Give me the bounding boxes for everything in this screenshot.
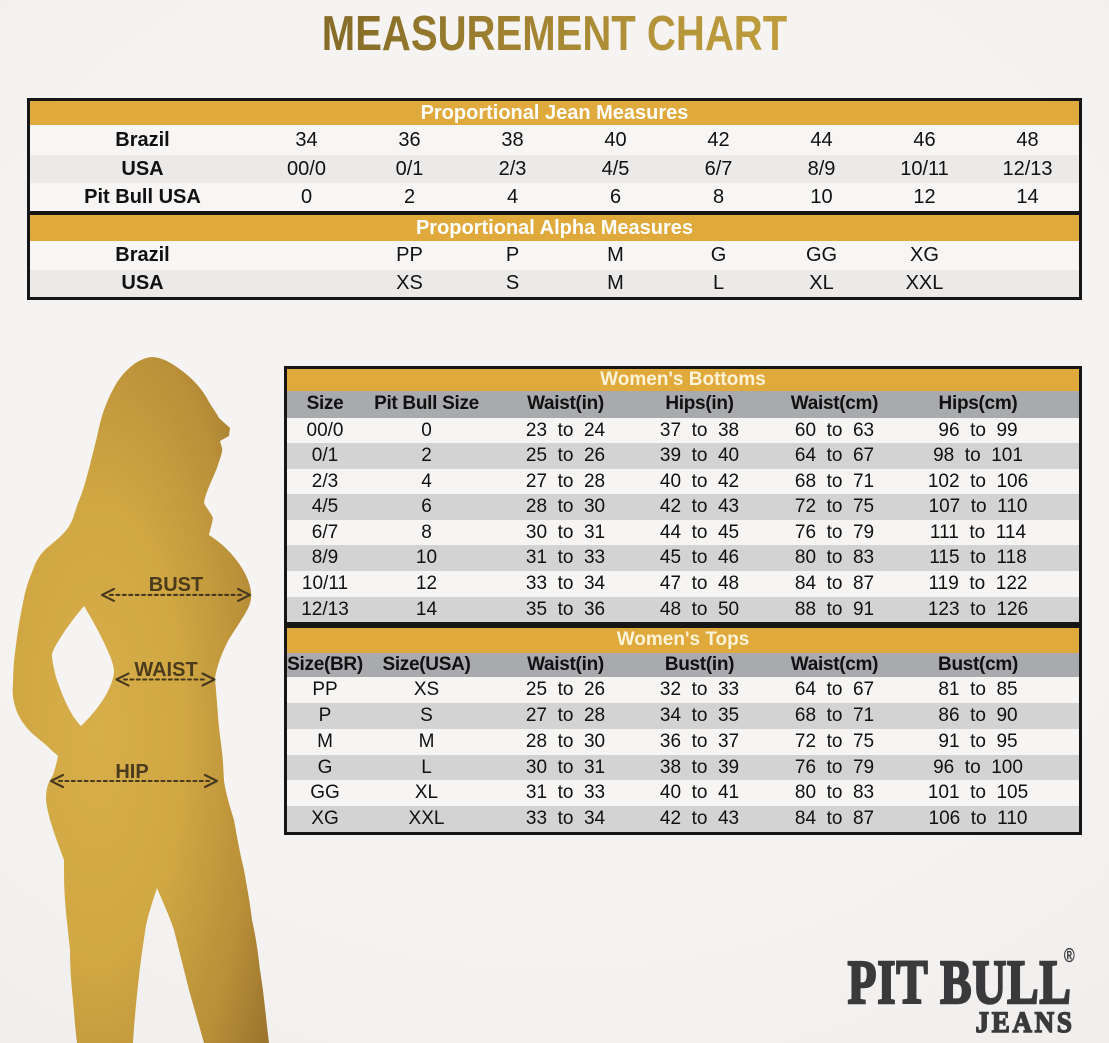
svg-text:WAIST: WAIST (134, 659, 197, 681)
svg-text:HIP: HIP (115, 761, 148, 783)
svg-text:BUST: BUST (149, 574, 203, 596)
